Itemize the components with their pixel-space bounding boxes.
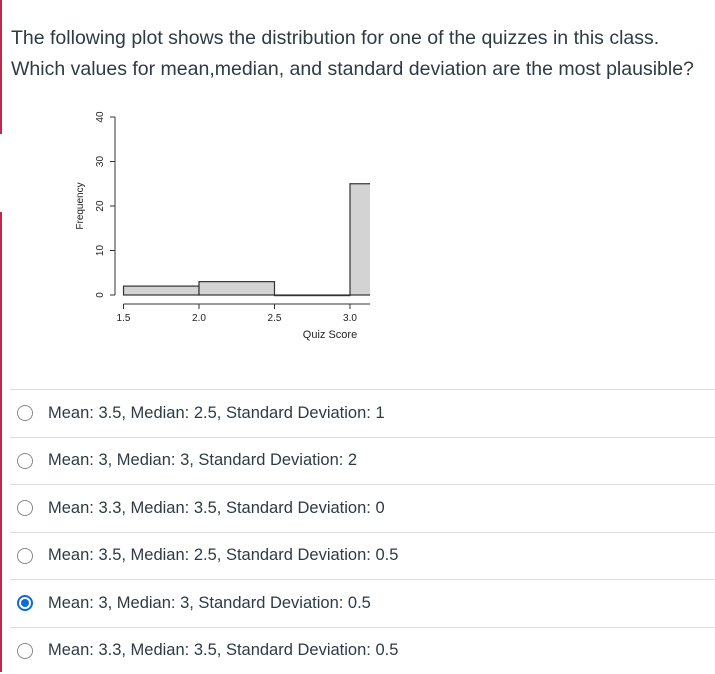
x-tick-label: 2.0: [192, 313, 206, 324]
answer-list: Mean: 3.5, Median: 2.5, Standard Deviati…: [10, 389, 715, 674]
y-axis-label: Frequency: [75, 182, 86, 229]
answer-label: Mean: 3, Median: 3, Standard Deviation: …: [48, 451, 357, 470]
answer-option[interactable]: Mean: 3.3, Median: 3.5, Standard Deviati…: [10, 627, 715, 674]
x-axis-label: Quiz Score: [303, 329, 357, 341]
answer-label: Mean: 3.5, Median: 2.5, Standard Deviati…: [48, 546, 398, 565]
y-tick-label: 40: [95, 111, 106, 123]
radio-button[interactable]: [17, 548, 33, 564]
histogram-bar: [275, 295, 351, 296]
histogram-bar: [124, 286, 200, 295]
question-line-1: The following plot shows the distributio…: [11, 23, 711, 54]
x-tick-label: 3.0: [343, 313, 357, 324]
y-tick-label: 0: [95, 292, 106, 298]
histogram-bar: [199, 282, 275, 295]
question-text: The following plot shows the distributio…: [11, 23, 711, 85]
left-accent-bar: [0, 212, 2, 672]
answer-option[interactable]: Mean: 3.3, Median: 3.5, Standard Deviati…: [10, 484, 715, 532]
radio-button[interactable]: [17, 453, 33, 469]
y-tick-label: 10: [95, 245, 106, 257]
y-tick-label: 20: [95, 200, 106, 212]
answer-option[interactable]: Mean: 3, Median: 3, Standard Deviation: …: [10, 437, 715, 485]
left-accent-bar: [0, 0, 2, 134]
answer-label: Mean: 3.5, Median: 2.5, Standard Deviati…: [48, 404, 385, 423]
answer-option[interactable]: Mean: 3, Median: 3, Standard Deviation: …: [10, 579, 715, 627]
answer-label: Mean: 3.3, Median: 3.5, Standard Deviati…: [48, 641, 398, 660]
radio-button[interactable]: [17, 500, 33, 516]
answer-label: Mean: 3.3, Median: 3.5, Standard Deviati…: [48, 499, 385, 518]
question-line-2: Which values for mean,median, and standa…: [11, 54, 711, 85]
histogram-bar: [350, 184, 370, 295]
radio-button[interactable]: [17, 405, 33, 421]
x-tick-label: 1.5: [117, 313, 131, 324]
x-tick-label: 2.5: [268, 313, 282, 324]
answer-option[interactable]: Mean: 3.5, Median: 2.5, Standard Deviati…: [10, 389, 715, 437]
radio-button[interactable]: [17, 595, 33, 611]
answer-option[interactable]: Mean: 3.5, Median: 2.5, Standard Deviati…: [10, 532, 715, 580]
radio-button[interactable]: [17, 643, 33, 659]
y-tick-label: 30: [95, 156, 106, 168]
answer-label: Mean: 3, Median: 3, Standard Deviation: …: [48, 594, 371, 613]
